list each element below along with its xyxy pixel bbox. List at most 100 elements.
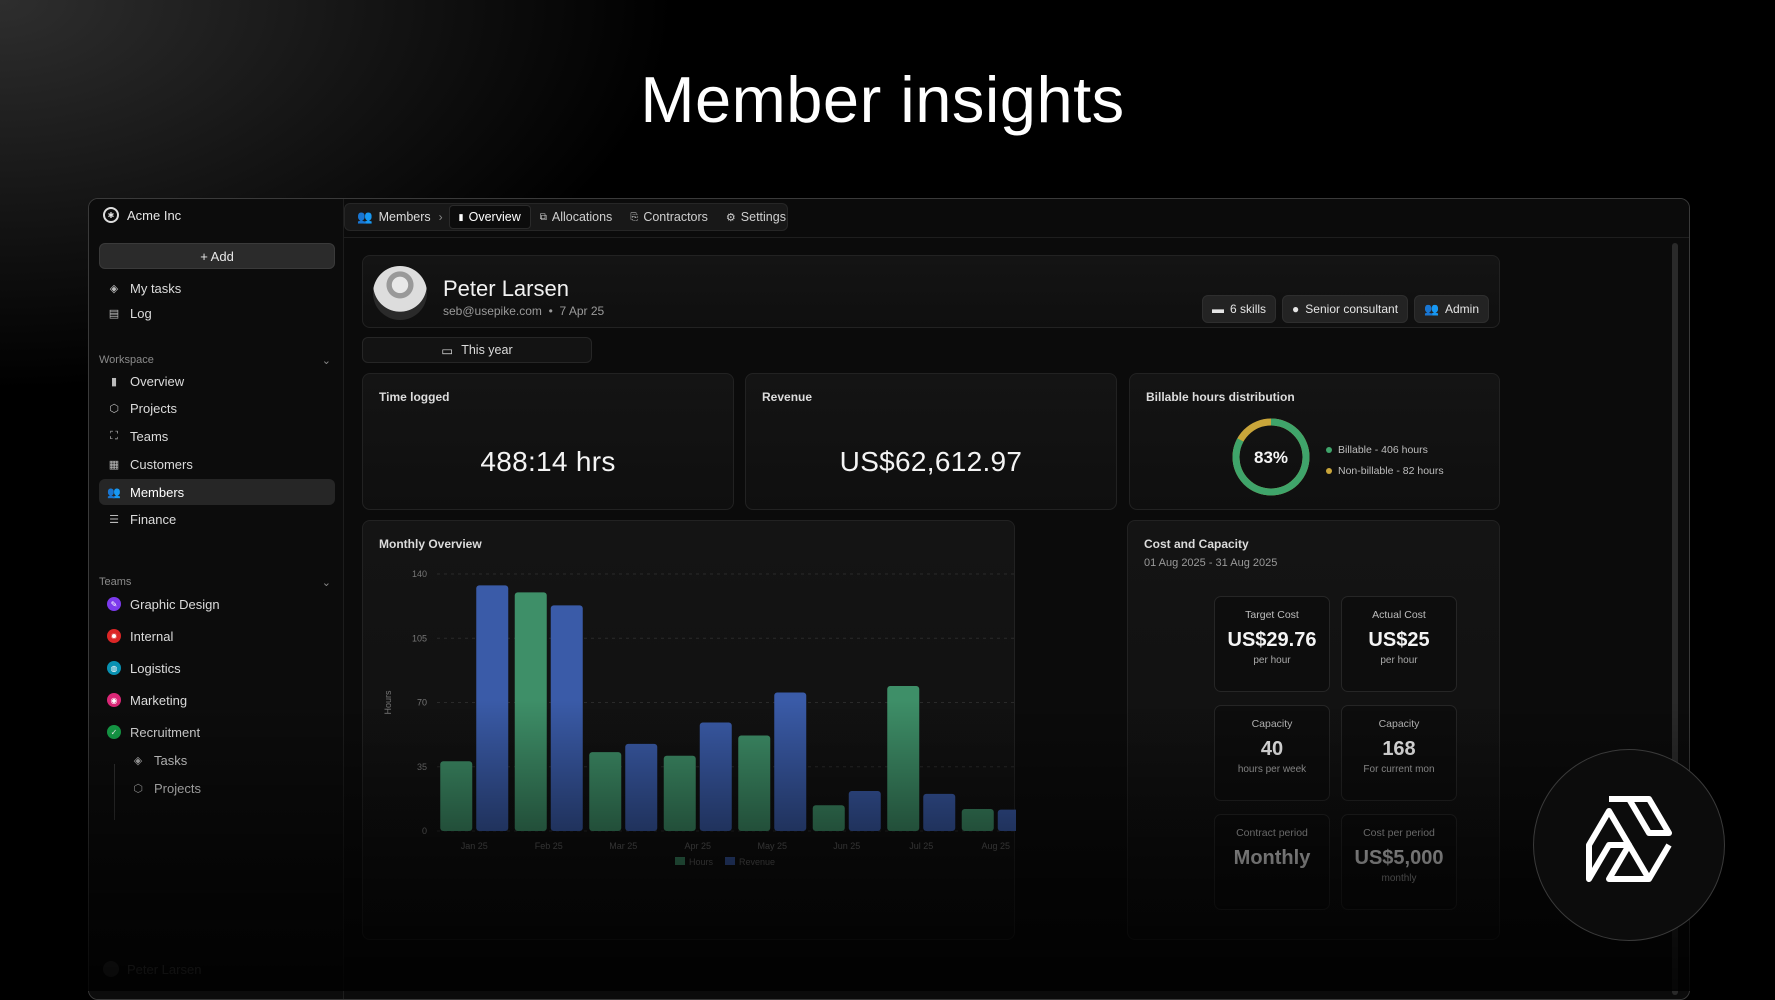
tab-allocations[interactable]: ⧉ Allocations	[539, 210, 613, 224]
legend-billable: Billable - 406 hours	[1326, 444, 1428, 456]
check-icon: ✓	[107, 725, 121, 739]
revenue-bar	[625, 743, 658, 831]
members-icon: 👥	[1424, 302, 1439, 316]
revenue-bar	[774, 692, 807, 831]
billable-percent: 83%	[1254, 448, 1288, 467]
main-content: 👥 Members › ▮ Overview ⧉ Allocations ⎘ C…	[343, 199, 1689, 999]
building-icon: ▦	[108, 458, 120, 471]
sidebar-item-members[interactable]: 👥 Members	[99, 479, 335, 505]
skills-badge[interactable]: ▬ 6 skills	[1202, 295, 1277, 323]
team-marketing[interactable]: ◉ Marketing	[99, 687, 335, 713]
tab-group: 👥 Members › ▮ Overview ⧉ Allocations ⎘ C…	[344, 203, 788, 231]
sidebar-item-finance[interactable]: ☰ Finance	[99, 506, 335, 532]
teams-section-header[interactable]: Teams ⌄	[99, 576, 331, 589]
brush-icon: ✎	[107, 597, 121, 611]
chevron-right-icon: ›	[438, 210, 443, 224]
date-range-picker[interactable]: ▭ This year	[362, 337, 592, 363]
tab-settings[interactable]: ⚙ Settings	[725, 210, 786, 224]
x-tick-label: Aug 25	[981, 841, 1010, 851]
org-switcher[interactable]: ✱ Acme Inc	[103, 207, 181, 223]
layers-icon: ◈	[133, 754, 143, 767]
briefcase-icon: ▬	[1212, 302, 1225, 316]
gear-icon: ⚙	[725, 211, 736, 224]
members-icon: 👥	[357, 209, 373, 224]
time-logged-value: 488:14 hrs	[480, 446, 616, 477]
org-name: Acme Inc	[127, 207, 182, 223]
revenue-bar	[699, 722, 732, 831]
teams-icon: ⛶	[110, 429, 118, 442]
team-logistics[interactable]: ◍ Logistics	[99, 655, 335, 681]
hours-bar	[887, 685, 920, 831]
revenue-bar	[848, 791, 881, 831]
log-icon: ▤	[108, 307, 120, 320]
target-cost-tile: Target Cost US$29.76 per hour	[1214, 596, 1330, 692]
tab-contractors[interactable]: ⎘ Contractors	[630, 210, 708, 224]
sub-item-tasks[interactable]: ◈ Tasks	[123, 747, 335, 773]
y-axis-label: Hours	[383, 690, 393, 715]
x-tick-label: Apr 25	[684, 841, 711, 851]
revenue-card: Revenue US$62,612.97	[745, 373, 1117, 510]
sub-item-projects[interactable]: ⬡ Projects	[123, 775, 335, 801]
legend-nonbillable: Non-billable - 82 hours	[1326, 465, 1444, 477]
legend-revenue-swatch	[725, 857, 735, 865]
billable-card: Billable hours distribution 83% Billable…	[1129, 373, 1500, 510]
scrollbar[interactable]	[1672, 243, 1678, 995]
page-headline: Member insights	[640, 63, 1125, 136]
chart-title: Monthly Overview	[379, 537, 482, 551]
bar-chart-icon: ▮	[458, 211, 464, 222]
team-internal[interactable]: ✹ Internal	[99, 623, 335, 649]
allocations-icon: ⧉	[539, 211, 547, 223]
cost-date-range: 01 Aug 2025 - 31 Aug 2025	[1144, 557, 1278, 569]
team-graphic-design[interactable]: ✎ Graphic Design	[99, 591, 335, 617]
members-icon: 👥	[107, 486, 121, 499]
revenue-value: US$62,612.97	[839, 446, 1023, 477]
revenue-bar	[550, 605, 583, 831]
cube-icon: ⬡	[109, 402, 119, 415]
sidebar-item-customers[interactable]: ▦ Customers	[108, 456, 193, 472]
globe-icon: ◍	[107, 661, 121, 675]
app-window: ✱ Acme Inc + Add ◈ My tasks ▤ Log Worksp…	[88, 198, 1690, 1000]
contractors-icon: ⎘	[630, 211, 639, 223]
person-icon: ●	[1292, 302, 1300, 316]
capacity-month-tile: Capacity 168 For current mon	[1341, 705, 1457, 801]
revenue-bar	[997, 809, 1016, 831]
hours-bar	[812, 805, 845, 831]
x-tick-label: May 25	[757, 841, 787, 851]
chevron-down-icon: ⌄	[321, 577, 331, 589]
sidebar-item-overview[interactable]: ▮ Overview	[99, 368, 335, 394]
x-tick-label: Feb 25	[535, 841, 563, 851]
member-meta: seb@usepike.com • 7 Apr 25	[443, 304, 605, 318]
member-date: 7 Apr 25	[559, 304, 605, 318]
billable-donut: 83%	[1232, 418, 1310, 496]
tree-connector	[114, 764, 115, 820]
time-logged-card: Time logged 488:14 hrs	[362, 373, 734, 510]
tab-overview[interactable]: ▮ Overview	[448, 205, 531, 229]
member-name: Peter Larsen	[443, 276, 569, 301]
user-menu[interactable]: Peter Larsen	[103, 961, 201, 977]
legend-hours-label: Hours	[689, 857, 714, 867]
y-tick-label: 105	[412, 633, 427, 643]
workspace-section-header[interactable]: Workspace ⌄	[99, 354, 331, 367]
calendar-icon: ▭	[441, 343, 454, 358]
brand-badge	[1533, 749, 1725, 941]
role-badge[interactable]: ● Senior consultant	[1282, 295, 1409, 323]
hours-bar	[589, 752, 622, 831]
sidebar-item-teams[interactable]: ⛶ Teams	[99, 423, 335, 449]
capacity-week-tile: Capacity 40 hours per week	[1214, 705, 1330, 801]
hours-bar	[663, 755, 696, 831]
sidebar-item-log[interactable]: ▤ Log	[108, 305, 152, 321]
x-tick-label: Jul 25	[909, 841, 933, 851]
team-recruitment[interactable]: ✓ Recruitment	[99, 719, 335, 745]
sidebar-item-my-tasks[interactable]: ◈ My tasks	[99, 275, 335, 301]
cost-capacity-card: Cost and Capacity 01 Aug 2025 - 31 Aug 2…	[1127, 520, 1500, 940]
hours-bar	[440, 761, 473, 831]
sidebar-item-projects[interactable]: ⬡ Projects	[99, 395, 335, 421]
billable-arc	[1232, 418, 1310, 496]
member-email[interactable]: seb@usepike.com	[443, 304, 542, 318]
hours-bar	[961, 808, 994, 831]
avatar	[103, 961, 119, 977]
permission-badge[interactable]: 👥 Admin	[1414, 295, 1489, 323]
legend-hours-swatch	[675, 857, 685, 865]
breadcrumb-members[interactable]: 👥 Members	[357, 209, 431, 225]
add-button[interactable]: + Add	[99, 243, 335, 269]
